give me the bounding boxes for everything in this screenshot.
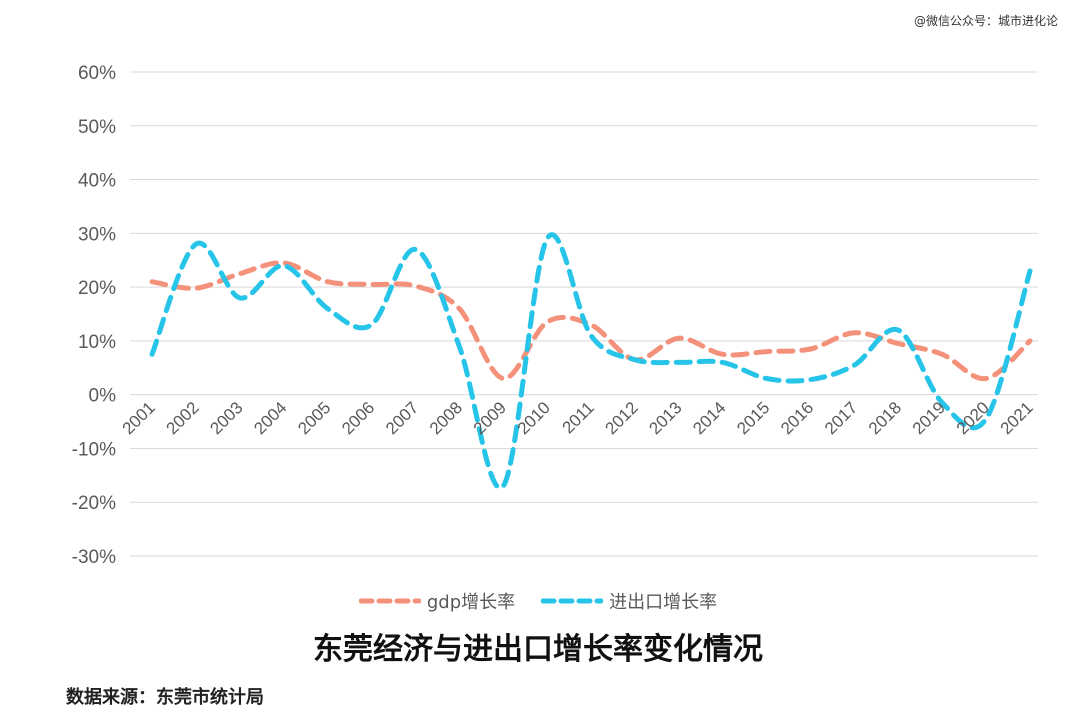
series-layer [149,232,1033,491]
data-point [720,351,726,357]
data-point [193,241,199,247]
x-tick-label: 2004 [250,398,290,438]
data-point [895,341,901,347]
data-point [808,377,814,383]
data-point [237,271,243,277]
data-point [149,351,155,357]
data-point [1027,268,1033,274]
y-axis: -30% -20% -10% 0% 10% 20% 30% 40% 50% 60% [72,63,116,568]
data-point [369,322,375,328]
y-tick-label: -30% [72,547,116,568]
data-point [193,285,199,291]
data-point [149,279,155,285]
chart-title: 东莞经济与进出口增长率变化情况 [313,632,763,667]
y-tick-label: 20% [78,278,116,299]
y-tick-label: 10% [78,332,116,353]
x-tick-label: 2007 [382,398,422,438]
x-tick-label: 2016 [777,398,817,438]
x-axis: 2001 2002 2003 2004 2005 2006 2007 2008 2009 2010… [119,398,1037,438]
x-tick-label: 2009 [470,398,510,438]
data-point [676,335,682,341]
y-tick-label: 40% [78,171,116,192]
data-point [281,263,287,269]
legend-label-trade: 进出口增长率 [609,592,718,613]
data-point [500,483,506,489]
data-point [983,376,989,382]
legend-swatch-trade [541,598,604,604]
grid [130,71,1038,557]
x-tick-label: 2006 [338,398,378,438]
x-tick-label: 2008 [426,398,466,438]
legend-item-trade[interactable]: 进出口增长率 [541,588,717,614]
data-point [808,346,814,352]
x-tick-label: 2002 [163,398,203,438]
x-tick-label: 2003 [206,398,246,438]
x-tick-label: 2018 [865,398,905,438]
line-chart: -30%-20%-10%0%10%20%30%40%50%60% 2001 200… [72,63,1038,568]
watermark: @微信公众号：城市进化论 [913,14,1058,28]
data-point [237,295,243,301]
data-point [632,357,638,363]
data-point [720,359,726,365]
data-point [676,359,682,365]
series-line-1 [149,232,1033,491]
data-point [544,236,550,242]
data-point [325,306,331,312]
data-source: 数据来源：东莞市统计局 [66,687,264,708]
x-tick-label: 2005 [294,398,334,438]
x-tick-label: 2021 [997,398,1037,438]
x-tick-label: 2011 [559,398,598,437]
data-point [500,376,506,382]
data-point [851,362,857,368]
data-point [544,319,550,325]
y-tick-label: 30% [78,224,116,245]
legend-item-gdp[interactable]: gdp增长率 [358,588,516,614]
y-tick-label: -10% [72,439,116,460]
data-point [939,351,945,357]
data-point [456,343,462,349]
series-line-0 [149,260,1033,382]
data-point [456,306,462,312]
x-tick-label: 2015 [733,398,773,438]
x-tick-label: 2017 [821,398,861,438]
legend-swatch-gdp [358,598,421,604]
data-point [764,349,770,355]
x-tick-label: 2001 [119,398,159,438]
x-tick-label: 2014 [689,398,729,438]
y-tick-label: 50% [78,117,116,138]
y-tick-label: -20% [72,493,116,514]
data-point [325,279,331,285]
legend-label-gdp: gdp增长率 [426,592,516,613]
data-point [369,281,375,287]
data-point [764,376,770,382]
y-tick-label: 60% [78,63,116,84]
data-point [851,330,857,336]
y-tick-label: 0% [89,386,117,407]
legend: gdp增长率 进出口增长率 [0,588,1076,614]
x-tick-label: 2013 [645,398,685,438]
data-point [895,327,901,333]
data-point [412,283,418,289]
data-point [588,333,594,339]
x-tick-label: 2012 [602,398,642,438]
data-point [412,246,418,252]
data-point [1027,338,1033,344]
